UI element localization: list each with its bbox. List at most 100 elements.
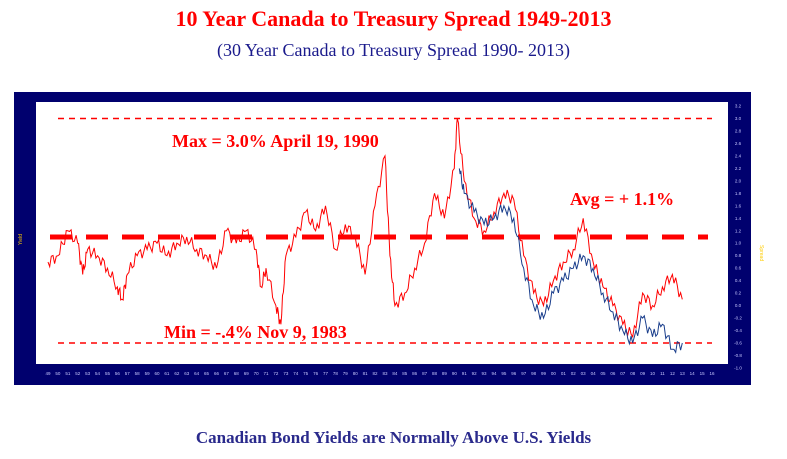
x-tick-label: 07	[620, 371, 626, 376]
x-tick-label: 13	[680, 371, 686, 376]
y-tick-label: 0.6	[735, 266, 742, 271]
y-tick-label: 3.0	[735, 116, 742, 121]
x-tick-label: 70	[254, 371, 260, 376]
y-tick-label: 3.2	[735, 104, 742, 109]
x-tick-label: 54	[95, 371, 101, 376]
x-tick-label: 86	[412, 371, 418, 376]
x-tick-label: 93	[482, 371, 488, 376]
x-tick-label: 97	[521, 371, 527, 376]
y-tick-label: 2.8	[735, 128, 742, 133]
x-tick-label: 80	[353, 371, 359, 376]
y-tick-label: 0.2	[735, 291, 742, 296]
y-tick-label: 0.4	[735, 278, 742, 283]
x-tick-label: 02	[571, 371, 577, 376]
y-tick-label: 2.4	[735, 153, 742, 158]
y-tick-label: 0.8	[735, 253, 742, 258]
series-10-year-spread-line	[47, 118, 683, 339]
y-tick-label: -0.6	[734, 341, 742, 346]
x-tick-label: 61	[164, 371, 170, 376]
min-annotation: Min = -.4% Nov 9, 1983	[164, 322, 347, 342]
x-tick-label: 75	[303, 371, 309, 376]
x-tick-label: 72	[273, 371, 279, 376]
x-tick-label: 12	[670, 371, 676, 376]
x-tick-label: 79	[343, 371, 349, 376]
y-tick-label: 2.2	[735, 166, 742, 171]
x-tick-label: 04	[591, 371, 597, 376]
x-tick-label: 92	[472, 371, 478, 376]
x-tick-label: 08	[630, 371, 636, 376]
x-tick-label: 16	[709, 371, 715, 376]
chart-title: 10 Year Canada to Treasury Spread 1949-2…	[175, 6, 612, 31]
plot-area	[36, 102, 728, 364]
x-tick-label: 58	[135, 371, 141, 376]
y-tick-label: 1.6	[735, 203, 742, 208]
x-tick-label: 77	[323, 371, 329, 376]
avg-annotation: Avg = + 1.1%	[570, 189, 675, 209]
x-tick-label: 84	[392, 371, 398, 376]
x-tick-label: 53	[85, 371, 91, 376]
x-tick-label: 15	[700, 371, 706, 376]
footer-caption: Canadian Bond Yields are Normally Above …	[195, 428, 592, 447]
y-tick-label: -0.4	[734, 328, 742, 333]
x-tick-label: 67	[224, 371, 230, 376]
y-axis-label-right: Spread	[758, 245, 764, 261]
x-tick-label: 59	[145, 371, 151, 376]
x-tick-label: 83	[382, 371, 388, 376]
x-tick-label: 49	[45, 371, 51, 376]
x-tick-label: 05	[600, 371, 606, 376]
chart-subtitle: (30 Year Canada to Treasury Spread 1990-…	[217, 40, 570, 60]
x-tick-label: 71	[264, 371, 270, 376]
x-tick-label: 78	[333, 371, 339, 376]
x-tick-label: 62	[174, 371, 180, 376]
y-tick-label: -0.2	[734, 316, 742, 321]
x-tick-label: 90	[452, 371, 458, 376]
series-30-year-spread-line	[458, 168, 683, 354]
y-axis-label-left: Yield	[18, 234, 24, 245]
x-tick-label: 10	[650, 371, 656, 376]
x-tick-label: 14	[690, 371, 696, 376]
x-tick-label: 82	[373, 371, 379, 376]
y-tick-label: -0.8	[734, 353, 742, 358]
x-tick-label: 95	[501, 371, 507, 376]
x-tick-label: 91	[462, 371, 468, 376]
x-tick-label: 89	[442, 371, 448, 376]
y-tick-label: 2.6	[735, 141, 742, 146]
x-tick-label: 55	[105, 371, 111, 376]
x-tick-label: 03	[581, 371, 587, 376]
x-tick-label: 73	[283, 371, 289, 376]
x-tick-label: 50	[55, 371, 61, 376]
max-annotation: Max = 3.0% April 19, 1990	[172, 131, 379, 151]
y-tick-label: 2.0	[735, 178, 742, 183]
x-tick-label: 76	[313, 371, 319, 376]
x-tick-label: 98	[531, 371, 537, 376]
y-tick-label: -1.0	[734, 366, 742, 371]
x-tick-label: 52	[75, 371, 81, 376]
x-tick-label: 69	[244, 371, 250, 376]
x-tick-label: 64	[194, 371, 200, 376]
x-tick-label: 63	[184, 371, 190, 376]
x-tick-label: 94	[491, 371, 497, 376]
y-tick-label: 0.0	[735, 303, 742, 308]
x-tick-label: 85	[402, 371, 408, 376]
x-tick-label: 11	[660, 371, 665, 376]
y-tick-label: 1.0	[735, 241, 742, 246]
x-tick-label: 06	[610, 371, 616, 376]
y-tick-label: 1.4	[735, 216, 742, 221]
x-tick-label: 09	[640, 371, 646, 376]
x-tick-label: 60	[155, 371, 161, 376]
x-tick-label: 01	[561, 371, 567, 376]
x-tick-label: 99	[541, 371, 547, 376]
x-tick-label: 65	[204, 371, 210, 376]
x-tick-label: 88	[432, 371, 438, 376]
y-tick-label: 1.2	[735, 228, 742, 233]
x-tick-label: 66	[214, 371, 220, 376]
x-tick-label: 51	[65, 371, 71, 376]
y-tick-label: 1.8	[735, 191, 742, 196]
x-tick-label: 57	[125, 371, 131, 376]
x-tick-label: 96	[511, 371, 517, 376]
x-tick-label: 68	[234, 371, 240, 376]
x-tick-label: 87	[422, 371, 428, 376]
x-tick-label: 00	[551, 371, 557, 376]
x-tick-label: 74	[293, 371, 299, 376]
